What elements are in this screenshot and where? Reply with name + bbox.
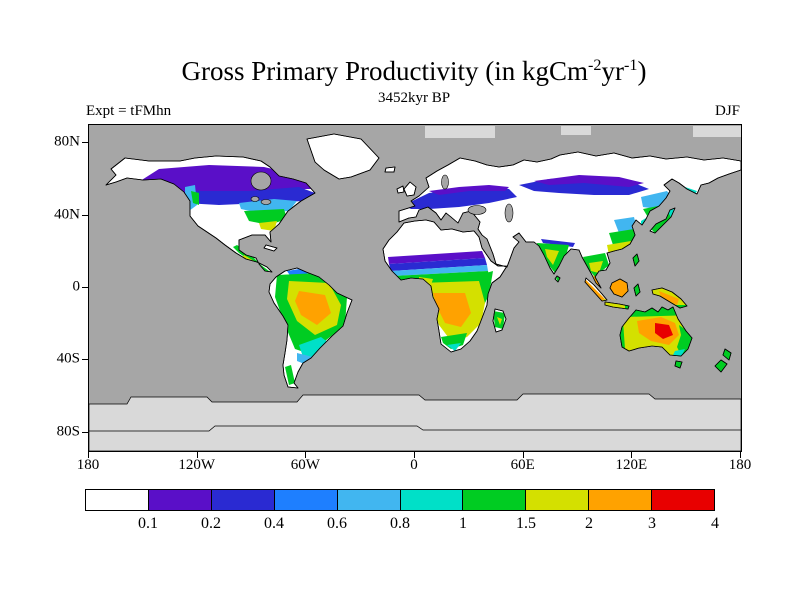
colorbar	[85, 489, 716, 511]
world-map	[88, 124, 742, 452]
lon-tick-mark	[305, 452, 307, 458]
colorbar-segment-4	[336, 489, 401, 511]
title-mid: yr	[601, 56, 625, 86]
season-label: DJF	[714, 103, 740, 119]
lat-tick-mark	[82, 142, 88, 144]
lon-tick-label: 60W	[290, 457, 320, 473]
colorbar-tick-label: 2	[585, 515, 593, 532]
baltic-sea	[441, 174, 449, 190]
gpp-region	[659, 291, 679, 305]
colorbar-segment-6	[462, 489, 527, 511]
world-map-svg	[89, 125, 741, 451]
lon-tick-mark	[740, 452, 741, 458]
gpp-region	[655, 323, 673, 339]
lat-tick-mark	[82, 359, 88, 361]
subtitle-age: 3452kyr BP	[377, 90, 451, 106]
page-title: Gross Primary Productivity (in kgCm-2yr-…	[88, 56, 740, 87]
gpp-region	[191, 191, 199, 205]
colorbar-tick-label: 3	[648, 515, 656, 532]
gpp-region	[388, 251, 485, 264]
black-sea	[467, 205, 487, 215]
lat-tick-label: 80S	[56, 423, 80, 440]
gpp-region	[389, 258, 487, 271]
gpp-region	[391, 265, 488, 276]
colorbar-tick-label: 4	[711, 515, 719, 532]
gpp-region	[404, 187, 517, 209]
title-exponent-1: -1	[624, 56, 638, 74]
lat-tick-mark	[82, 287, 88, 288]
lon-tick-label: 0	[410, 457, 418, 473]
lat-tick-label: 0	[72, 278, 81, 295]
colorbar-tick-label: 0.4	[264, 515, 284, 532]
gpp-region	[614, 217, 637, 233]
lat-tick-label: 40S	[56, 350, 80, 367]
caspian-sea	[504, 203, 514, 223]
lon-tick-label: 180	[728, 457, 752, 473]
hudson-bay	[250, 171, 272, 191]
colorbar-segment-1	[147, 489, 212, 511]
lon-tick-mark	[631, 452, 633, 458]
gpp-region	[299, 337, 329, 357]
colorbar-segment-0	[85, 489, 149, 511]
gpp-region	[285, 365, 295, 385]
colorbar-segment-8	[588, 489, 653, 511]
great-lakes	[250, 196, 260, 202]
arctic-sea-ice	[693, 126, 741, 137]
arctic-sea-ice	[561, 126, 591, 135]
lon-tick-mark	[414, 452, 415, 458]
gpp-region	[641, 191, 673, 209]
gpp-region	[545, 249, 559, 265]
antarctic-sea-ice	[89, 393, 741, 451]
gpp-region	[447, 343, 461, 351]
lon-tick-label: 60E	[510, 457, 535, 473]
colorbar-segment-2	[210, 489, 275, 511]
lon-tick-label: 120W	[178, 457, 215, 473]
title-suffix: )	[637, 56, 647, 86]
colorbar-tick-label: 0.2	[201, 515, 221, 532]
colorbar-segment-5	[399, 489, 464, 511]
gpp-region	[433, 293, 471, 327]
lon-tick-mark	[88, 452, 89, 458]
gpp-region	[429, 185, 509, 195]
colorbar-tick-label: 0.1	[138, 515, 158, 532]
gpp-region	[609, 229, 635, 245]
colorbar-tick-label: 1	[459, 515, 467, 532]
experiment-label: Expt = tFMhn	[86, 103, 172, 119]
gpp-region	[651, 211, 674, 233]
colorbar-tick-label: 1.5	[516, 515, 536, 532]
gpp-region	[534, 175, 644, 187]
colorbar-segment-9	[651, 489, 716, 511]
colorbar-segment-3	[273, 489, 338, 511]
gpp-region	[589, 261, 603, 273]
lat-tick-label: 80N	[54, 133, 80, 150]
title-prefix: Gross Primary Productivity (in kgCm	[181, 56, 589, 86]
colorbar-segment-7	[525, 489, 590, 511]
antarctic-coastline	[89, 425, 741, 432]
gpp-region	[295, 291, 331, 325]
lon-tick-mark	[196, 452, 198, 458]
lon-tick-mark	[522, 452, 524, 458]
title-exponent-2: -2	[588, 56, 602, 74]
great-lakes	[260, 199, 272, 205]
gpp-region	[244, 209, 287, 225]
lat-tick-label: 40N	[54, 206, 80, 223]
gpp-filled-contours	[137, 165, 735, 385]
arctic-sea-ice	[425, 126, 495, 138]
colorbar-tick-label: 0.8	[390, 515, 410, 532]
lon-tick-label: 180	[76, 457, 100, 473]
lon-tick-label: 120E	[615, 457, 648, 473]
lat-tick-mark	[82, 214, 88, 216]
gpp-region	[497, 317, 502, 325]
inland-seas	[250, 171, 514, 223]
gpp-region	[137, 165, 313, 195]
antarctica-and-sea-ice	[89, 126, 741, 451]
lat-tick-mark	[82, 431, 88, 433]
colorbar-tick-label: 0.6	[327, 515, 347, 532]
gpp-region	[259, 221, 277, 231]
